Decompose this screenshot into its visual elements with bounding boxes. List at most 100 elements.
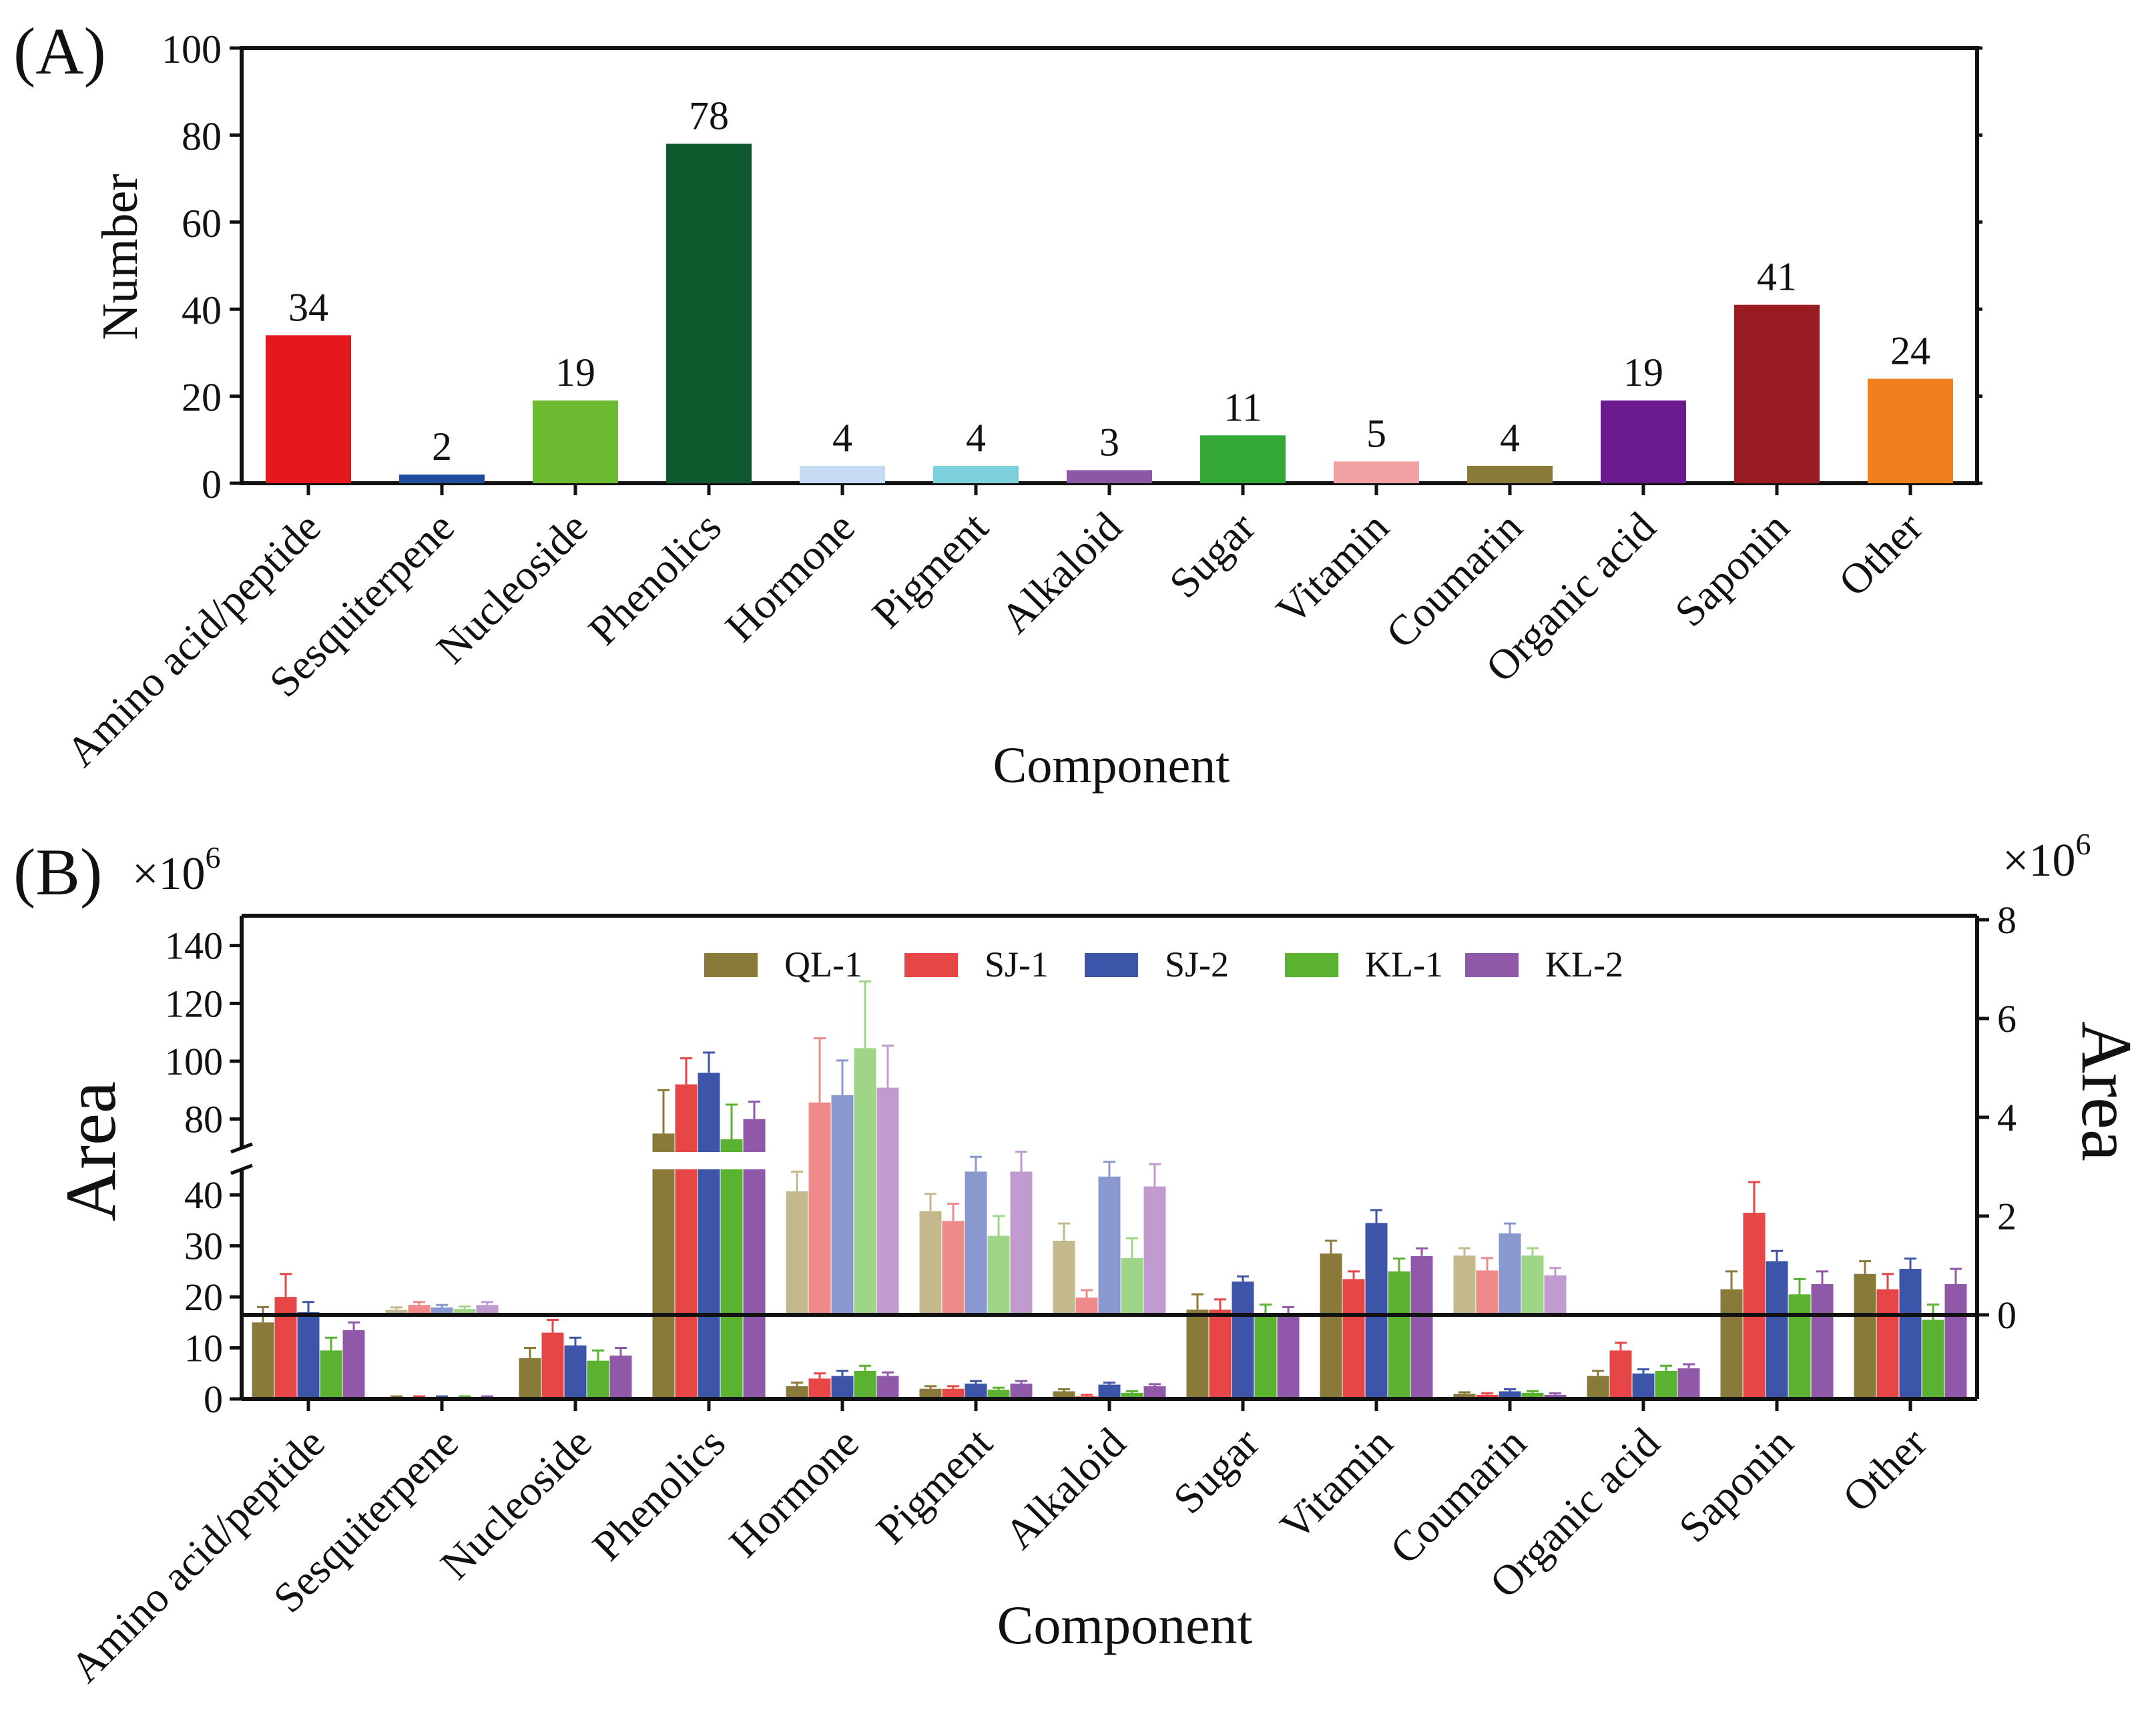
- panel-a-bar: [1734, 304, 1820, 483]
- panel-b-legend-label: QL-1: [784, 944, 862, 984]
- panel-b-bar: [720, 1139, 743, 1152]
- panel-b-bar: [1121, 1257, 1143, 1315]
- panel-b-bar: [786, 1191, 808, 1315]
- panel-b-bar: [476, 1305, 499, 1315]
- panel-b-ylabel-right: Area: [2067, 1021, 2144, 1161]
- panel-a-bar: [800, 465, 885, 483]
- panel-b-xtick-label: Saponin: [1669, 1419, 1802, 1552]
- panel-b-bar: [1922, 1320, 1944, 1399]
- panel-a-xtick-label: Other: [1830, 503, 1932, 605]
- panel-a-ytick-label: 100: [162, 27, 222, 71]
- panel-b-bar: [252, 1322, 274, 1399]
- panel-b-bar: [1632, 1373, 1655, 1399]
- panel-b-right-ytick-label: 8: [1997, 898, 2017, 942]
- panel-a-bar-label: 3: [1099, 420, 1119, 464]
- panel-a-label: (A): [13, 14, 106, 88]
- panel-b-bar: [675, 1084, 698, 1152]
- panel-a-xtick-label: Phenolics: [579, 503, 730, 654]
- panel-b-scale-left: ×106: [132, 840, 220, 900]
- panel-b-bar: [1209, 1310, 1232, 1399]
- panel-a-bar-label: 24: [1890, 329, 1930, 373]
- panel-b-bar: [942, 1388, 965, 1399]
- panel-b-bar: [1232, 1281, 1254, 1399]
- panel-b-bar: [342, 1330, 365, 1399]
- panel-b-bar: [786, 1386, 808, 1399]
- panel-a-bar-label: 4: [966, 416, 986, 460]
- panel-a-bar-label: 41: [1757, 255, 1797, 299]
- panel-b-right-ytick-label: 6: [1997, 997, 2017, 1041]
- panel-b-bar: [919, 1211, 942, 1315]
- panel-a-xtick-label: Alkaloid: [991, 503, 1131, 643]
- panel-b-bar: [385, 1310, 408, 1315]
- panel-b-left-ytick-label: 140: [165, 924, 223, 968]
- panel-b-xtick-label: Hormone: [720, 1419, 868, 1566]
- panel-b-bar: [1587, 1376, 1609, 1399]
- panel-b-bar: [1544, 1275, 1567, 1315]
- scale-left-base: ×10: [132, 848, 205, 900]
- panel-b-scale-right: ×106: [2002, 827, 2091, 886]
- panel-b-bar: [1053, 1241, 1075, 1315]
- panel-a-bar: [1200, 435, 1286, 483]
- panel-a-bar-label: 11: [1224, 385, 1262, 429]
- panel-b-bar: [1053, 1391, 1075, 1399]
- panel-b-bar: [1944, 1284, 1967, 1399]
- panel-b-bar: [1766, 1261, 1788, 1399]
- panel-b-bar: [743, 1169, 766, 1399]
- panel-b-left-ytick-label: 80: [184, 1098, 223, 1141]
- panel-b-bar: [408, 1305, 431, 1315]
- panel-b-bar: [1811, 1284, 1834, 1399]
- panel-b-legend-swatch: [1085, 953, 1138, 977]
- panel-b-bar: [1143, 1186, 1166, 1315]
- panel-b-left-ytick-label: 100: [165, 1040, 223, 1083]
- panel-a-xtick-label: Pigment: [863, 503, 997, 637]
- panel-b-bar: [698, 1169, 720, 1399]
- panel-b-bar: [965, 1171, 987, 1315]
- panel-b-bar: [1098, 1384, 1121, 1399]
- panel-b-bar: [1499, 1391, 1521, 1399]
- panel-b-legend-swatch: [1285, 953, 1338, 977]
- panel-b-legend-label: SJ-1: [985, 944, 1049, 984]
- panel-b-bar: [1743, 1212, 1766, 1399]
- panel-b-xtick-label: Pigment: [867, 1419, 1001, 1553]
- panel-a-bar: [666, 143, 752, 483]
- panel-b-bar: [1121, 1392, 1143, 1399]
- panel-a-ytick-label: 20: [182, 376, 222, 420]
- panel-b-bar: [1476, 1270, 1499, 1315]
- panel-b-xtick-label: Amino acid/peptide: [61, 1419, 334, 1691]
- panel-b-left-ytick-label: 0: [204, 1378, 223, 1421]
- panel-b-legend-label: SJ-2: [1165, 944, 1229, 984]
- panel-a-bar: [266, 335, 351, 483]
- panel-a-ylabel: Number: [92, 174, 148, 340]
- panel-b-bar: [1098, 1176, 1121, 1315]
- panel-a-xtick-label: Hormone: [716, 503, 864, 651]
- panel-a-bar-label: 19: [555, 350, 595, 394]
- panel-a-bar-label: 34: [288, 285, 328, 329]
- scale-right-exponent: 6: [2075, 827, 2091, 861]
- panel-b-bar: [1410, 1255, 1433, 1399]
- panel-b-bar: [609, 1356, 632, 1399]
- panel-b-xtick-label: Alkaloid: [995, 1419, 1135, 1558]
- panel-b-bar: [1521, 1392, 1544, 1399]
- panel-a-bar: [1601, 400, 1686, 483]
- panel-b-bar: [720, 1169, 743, 1399]
- panel-b-bar: [1876, 1289, 1899, 1399]
- panel-b-ylabel-left: Area: [51, 1081, 131, 1221]
- panel-b-chart: Amino acid/peptideSesquiterpeneNucleosid…: [61, 898, 2017, 1691]
- panel-b-bar: [1277, 1314, 1300, 1399]
- panel-b-bar: [854, 1370, 876, 1399]
- panel-b-bar: [1186, 1310, 1209, 1399]
- panel-b-bar: [1143, 1386, 1166, 1399]
- panel-a-bar-label: 4: [832, 416, 852, 460]
- panel-b-xtick-label: Sugar: [1164, 1419, 1268, 1523]
- panel-b-bar: [1544, 1394, 1567, 1399]
- panel-a-ytick-label: 0: [202, 463, 222, 507]
- panel-b-left-ytick-label: 20: [184, 1275, 223, 1319]
- panel-b-bar: [1788, 1294, 1811, 1399]
- panel-b-bar: [431, 1307, 453, 1315]
- panel-b-xlabel: Component: [997, 1595, 1253, 1655]
- panel-b-axis-break-mark: [230, 1142, 253, 1154]
- panel-b-bar: [965, 1384, 987, 1399]
- panel-b-legend-swatch: [704, 953, 758, 977]
